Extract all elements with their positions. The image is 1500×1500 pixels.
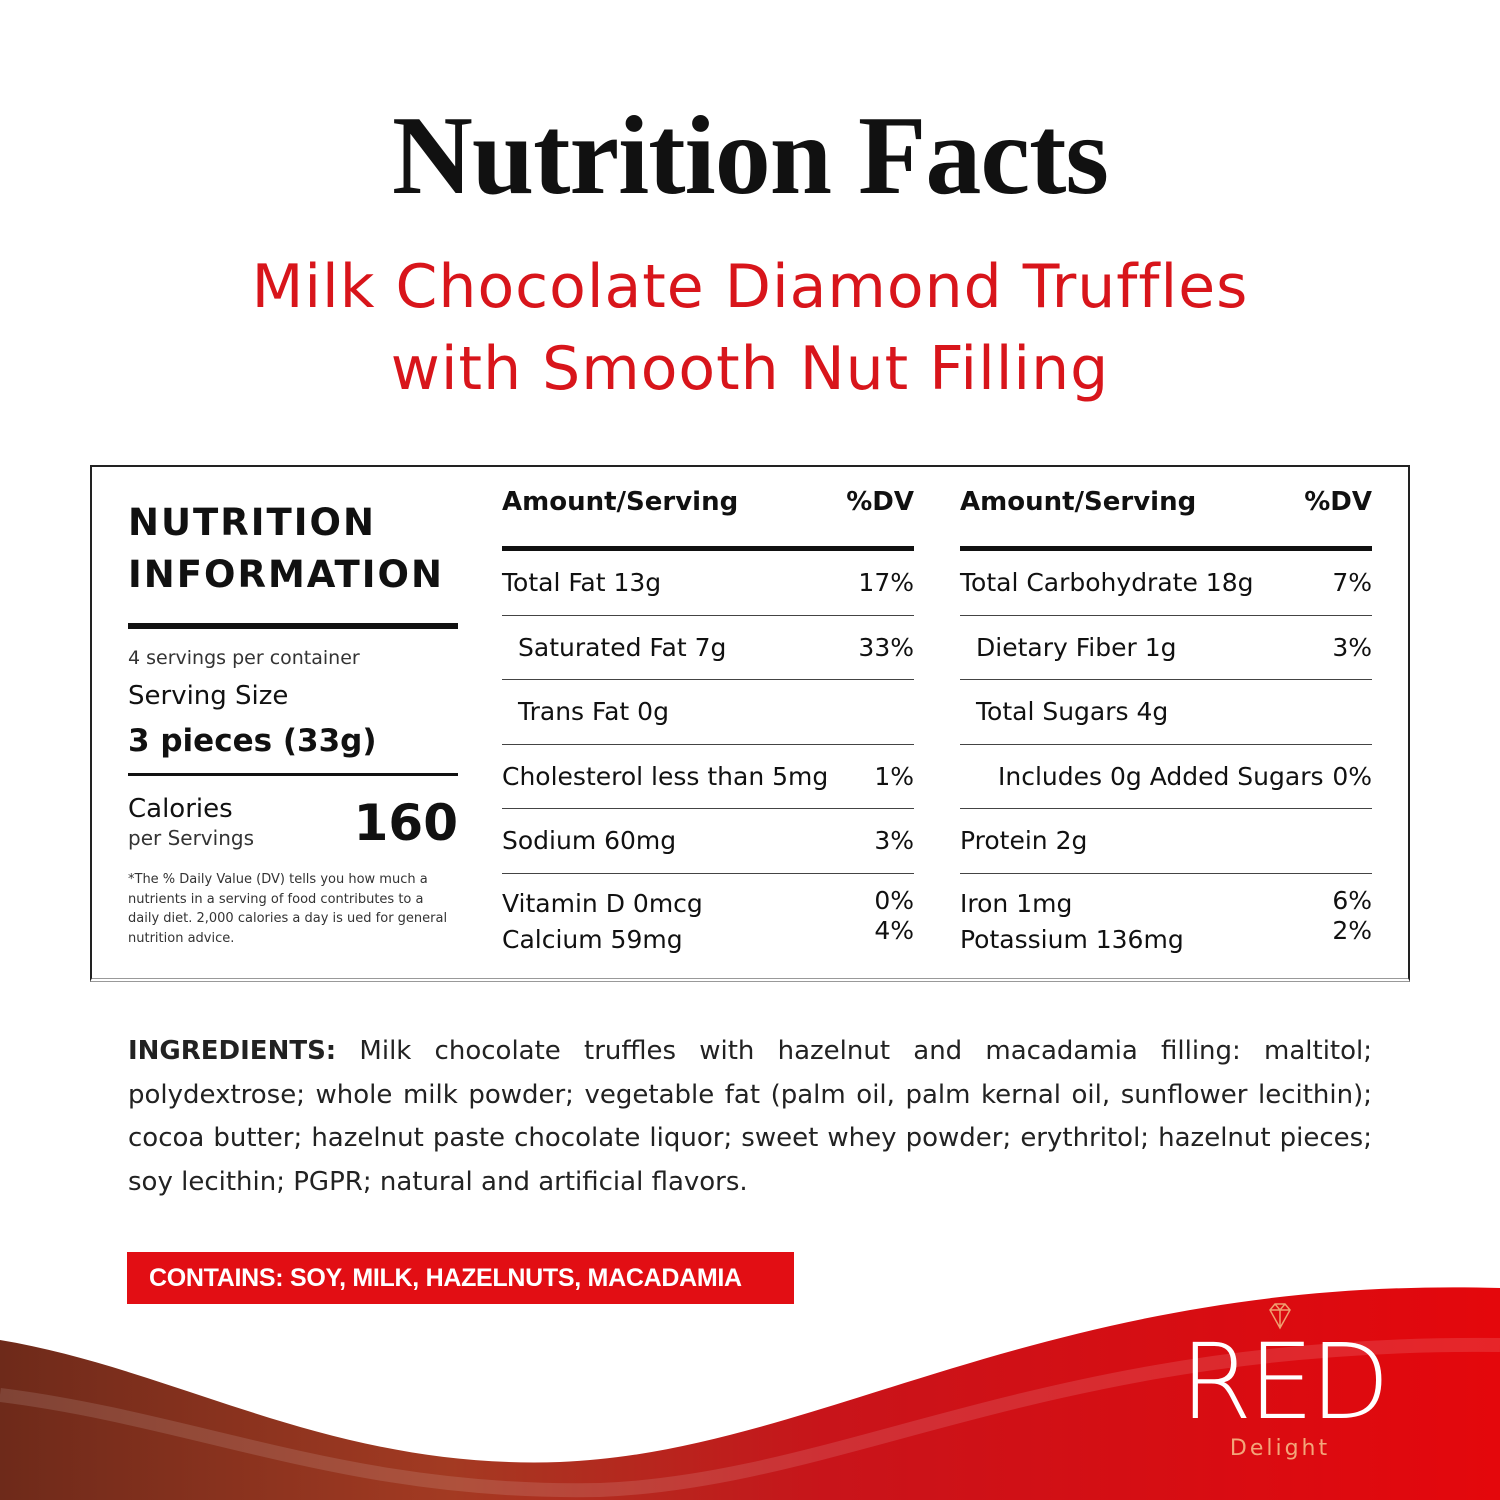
dv-footnote: *The % Daily Value (DV) tells you how mu… <box>128 872 448 946</box>
nutrient-row: Protein 2g <box>960 809 1372 874</box>
nutrient-row: Trans Fat 0g <box>502 680 914 745</box>
nutrient-row: Includes 0g Added Sugars 0% <box>960 745 1372 809</box>
calories-value: 160 <box>353 794 458 852</box>
nutrient-row: Cholesterol less than 5mg 1% <box>502 745 914 809</box>
allergen-banner: CONTAINS: SOY, MILK, HAZELNUTS, MACADAMI… <box>127 1252 794 1304</box>
ingredients-text: Milk chocolate truffles with hazelnut an… <box>128 1036 1372 1197</box>
ingredients-label: INGREDIENTS: <box>128 1036 337 1066</box>
brand-logo: RED Delight <box>1180 1300 1390 1461</box>
panel-heading-1: NUTRITION <box>128 501 376 544</box>
nutrient-row: Total Sugars 4g <box>960 680 1372 745</box>
calories-sub: per Servings <box>128 826 254 850</box>
calories-label: Calories <box>128 794 233 824</box>
amount-header: Amount/Serving <box>502 486 739 517</box>
dv-header: %DV <box>846 486 914 517</box>
nutrient-row: Dietary Fiber 1g 3% <box>960 616 1372 680</box>
amount-header: Amount/Serving <box>960 486 1197 517</box>
nutrition-panel: NUTRITION INFORMATION 4 servings per con… <box>90 465 1410 982</box>
product-name-line2: with Smooth Nut Filling <box>390 334 1110 404</box>
serving-size-value: 3 pieces (33g) <box>128 723 377 759</box>
serving-size-label: Serving Size <box>128 681 289 711</box>
nutrient-row: Saturated Fat 7g 33% <box>502 616 914 680</box>
nutrient-row: Total Carbohydrate 18g 7% <box>960 551 1372 616</box>
product-name-line1: Milk Chocolate Diamond Truffles <box>251 252 1249 322</box>
brand-tagline: Delight <box>1229 1436 1331 1461</box>
servings-per-container: 4 servings per container <box>128 647 360 669</box>
diamond-icon <box>1269 1303 1291 1330</box>
nutrition-summary: NUTRITION INFORMATION 4 servings per con… <box>128 497 458 948</box>
nutrient-row: Total Fat 13g 17% <box>502 551 914 616</box>
brand-name: RED <box>1180 1321 1390 1443</box>
nutrient-row: Iron 1mg Potassium 136mg 6% 2% <box>960 885 1372 954</box>
nutrient-row: Sodium 60mg 3% <box>502 809 914 874</box>
panel-heading-2: INFORMATION <box>128 553 444 596</box>
page-title: Nutrition Facts <box>391 94 1109 218</box>
nutrient-column-1: Amount/Serving %DV Total Fat 13g 17% Satur… <box>502 467 914 954</box>
nutrient-column-2: Amount/Serving %DV Total Carbohydrate 18g… <box>960 467 1372 954</box>
dv-header: %DV <box>1304 486 1372 517</box>
ingredients: INGREDIENTS: Milk chocolate truffles wit… <box>128 1030 1372 1204</box>
nutrient-row: Vitamin D 0mcg Calcium 59mg 0% 4% <box>502 885 914 954</box>
